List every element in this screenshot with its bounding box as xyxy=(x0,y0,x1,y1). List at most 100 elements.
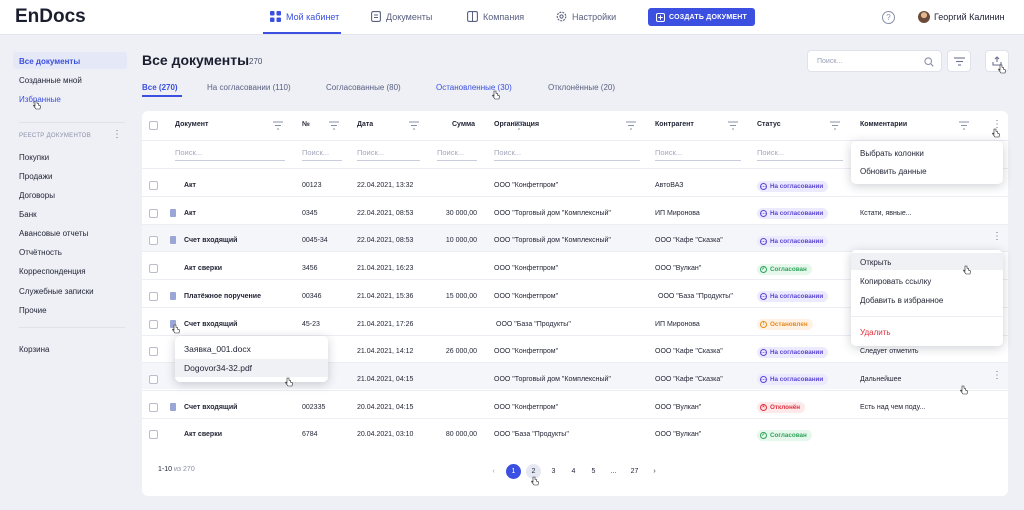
tab-rejected[interactable]: Отклонённые (20) xyxy=(548,83,616,92)
row-checkbox[interactable] xyxy=(149,319,158,329)
nav-settings[interactable]: Настройки xyxy=(556,11,616,22)
menu-item-copy-link[interactable]: Копировать ссылку xyxy=(860,277,932,286)
column-filter-icon[interactable] xyxy=(329,121,339,130)
app-logo[interactable]: EnDocs xyxy=(15,6,86,27)
cell-document[interactable]: Акт xyxy=(184,209,196,217)
avatar[interactable] xyxy=(918,11,930,23)
nav-documents[interactable]: Документы xyxy=(371,11,432,22)
sidebar-item-purchases[interactable]: Покупки xyxy=(19,153,50,162)
cell-document[interactable]: Счет входящий xyxy=(184,403,238,411)
row-checkbox[interactable] xyxy=(149,291,158,301)
prev-page-button[interactable]: ‹ xyxy=(492,468,495,475)
menu-item-refresh-data[interactable]: Обновить данные xyxy=(860,167,927,176)
header-number[interactable]: № xyxy=(302,121,310,128)
sidebar-item-created[interactable]: Созданные мной xyxy=(19,76,82,85)
export-button[interactable] xyxy=(985,50,1009,72)
column-filter-icon[interactable] xyxy=(409,121,419,130)
sidebar-item-memos[interactable]: Служебные записки xyxy=(19,287,94,296)
attachment-icon[interactable] xyxy=(170,402,176,411)
create-document-button[interactable]: СОЗДАТЬ ДОКУМЕНТ xyxy=(648,8,755,26)
cell-document[interactable]: Счет входящий xyxy=(184,237,238,245)
header-document[interactable]: Документ xyxy=(175,121,209,128)
attachment-icon[interactable] xyxy=(170,236,176,245)
column-filter-icon[interactable] xyxy=(514,121,524,130)
header-status[interactable]: Статус xyxy=(757,121,781,128)
row-checkbox[interactable] xyxy=(149,374,158,384)
cell-document[interactable]: Счет входящий xyxy=(184,320,238,328)
select-all-checkbox[interactable] xyxy=(149,121,158,130)
sidebar-item-bank[interactable]: Банк xyxy=(19,210,37,219)
attachment-icon[interactable] xyxy=(170,291,176,300)
filter-counterparty-input[interactable]: Поиск... xyxy=(655,148,683,157)
header-sum[interactable]: Сумма xyxy=(452,121,476,128)
nav-company[interactable]: Компания xyxy=(467,11,524,22)
tab-all[interactable]: Все (270) xyxy=(142,83,178,92)
row-checkbox[interactable] xyxy=(149,264,158,274)
hand-cursor-icon xyxy=(992,128,1000,138)
filter-number-input[interactable]: Поиск... xyxy=(302,148,330,157)
row-checkbox[interactable] xyxy=(149,236,158,246)
row-checkbox[interactable] xyxy=(149,347,158,357)
attachment-icon[interactable] xyxy=(170,319,176,328)
tab-approved[interactable]: Согласованные (80) xyxy=(326,83,401,92)
column-filter-icon[interactable] xyxy=(959,121,969,130)
help-icon[interactable]: ? xyxy=(882,11,895,24)
header-date[interactable]: Дата xyxy=(357,121,374,128)
column-filter-icon[interactable] xyxy=(728,121,738,130)
filter-sum-input[interactable]: Поиск... xyxy=(437,148,465,157)
header-comments[interactable]: Комментарии xyxy=(860,121,908,128)
attachment-item[interactable]: Dogovor34-32.pdf xyxy=(184,363,253,373)
header-counterparty[interactable]: Контрагент xyxy=(655,121,694,128)
cell-organization: ООО "Конфетпром" xyxy=(494,403,559,411)
tab-pending[interactable]: На согласовании (110) xyxy=(207,83,291,92)
sidebar-item-favorites[interactable]: Избранные xyxy=(19,95,61,104)
page-2[interactable]: 2 xyxy=(526,464,541,479)
menu-item-delete[interactable]: Удалить xyxy=(860,328,891,337)
status-badge: ✓ Согласован xyxy=(757,263,812,275)
column-filter-icon[interactable] xyxy=(273,121,283,130)
column-filter-icon[interactable] xyxy=(626,121,636,130)
page-1[interactable]: 1 xyxy=(506,464,521,479)
sidebar-item-sales[interactable]: Продажи xyxy=(19,172,53,181)
user-name[interactable]: Георгий Калинин xyxy=(934,12,1005,22)
row-menu-icon[interactable]: ⋮ xyxy=(992,231,1002,242)
row-checkbox[interactable] xyxy=(149,181,158,190)
filter-date-input[interactable]: Поиск... xyxy=(357,148,385,157)
page-5[interactable]: 5 xyxy=(591,468,596,475)
sidebar-item-contracts[interactable]: Договоры xyxy=(19,191,55,200)
cell-document[interactable]: Акт xyxy=(184,182,196,189)
filter-button[interactable] xyxy=(947,50,971,72)
menu-item-add-favorite[interactable]: Добавить в избранное xyxy=(860,296,944,305)
attachment-icon[interactable] xyxy=(170,208,176,217)
next-page-button[interactable]: › xyxy=(653,468,656,475)
filter-status-input[interactable]: Поиск... xyxy=(757,148,785,157)
sidebar-item-reporting[interactable]: Отчётность xyxy=(19,248,62,257)
sidebar-item-all[interactable]: Все документы xyxy=(19,57,81,66)
page-4[interactable]: 4 xyxy=(571,468,576,475)
tab-stopped[interactable]: Остановленные (30) xyxy=(436,83,512,92)
sidebar-item-trash[interactable]: Корзина xyxy=(19,345,50,354)
row-checkbox[interactable] xyxy=(149,208,158,218)
header-organization[interactable]: Организация xyxy=(494,121,540,128)
filter-document-input[interactable]: Поиск... xyxy=(175,148,203,157)
row-checkbox[interactable] xyxy=(149,402,158,412)
sidebar-item-correspondence[interactable]: Корреспонденция xyxy=(19,267,86,276)
cell-document[interactable]: Платёжное поручение xyxy=(184,292,261,300)
filter-org-input[interactable]: Поиск... xyxy=(494,148,522,157)
column-filter-icon[interactable] xyxy=(830,121,840,130)
cell-document[interactable]: Акт сверки xyxy=(184,265,223,273)
attachment-item[interactable]: Заявка_001.docx xyxy=(184,344,251,354)
registry-menu-icon[interactable]: ⋮ xyxy=(112,129,122,140)
nav-my-cabinet[interactable]: Мой кабинет xyxy=(270,11,339,22)
menu-item-open[interactable]: Открыть xyxy=(860,258,892,267)
sidebar-item-advance-reports[interactable]: Авансовые отчеты xyxy=(19,229,89,238)
row-checkbox[interactable] xyxy=(149,430,158,440)
page-27[interactable]: 27 xyxy=(630,468,639,475)
columns-menu-icon[interactable]: ⋮ xyxy=(992,119,1002,130)
menu-item-choose-columns[interactable]: Выбрать колонки xyxy=(860,149,924,158)
page-3[interactable]: 3 xyxy=(551,468,556,475)
cell-document[interactable]: Акт сверки xyxy=(184,431,223,439)
search-input[interactable]: Поиск... xyxy=(807,50,942,72)
sidebar-item-other[interactable]: Прочие xyxy=(19,306,47,315)
row-menu-icon[interactable]: ⋮ xyxy=(992,370,1002,381)
